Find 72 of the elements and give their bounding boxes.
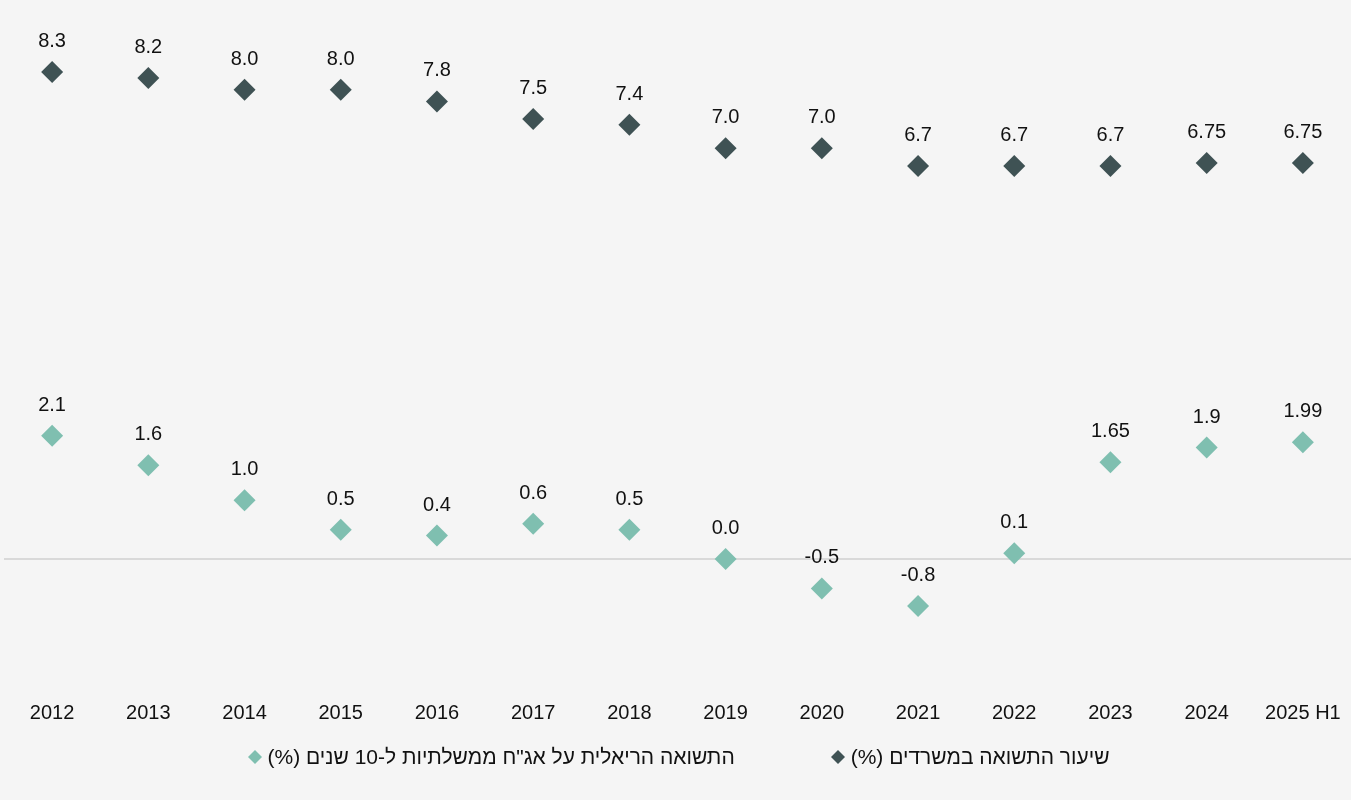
point xyxy=(714,548,737,571)
x-tick-label: 2019 xyxy=(703,701,748,724)
data-label: 0.0 xyxy=(711,516,740,539)
point xyxy=(1291,431,1314,454)
point xyxy=(1003,542,1026,565)
legend-label: התשואה הריאלית על אג"ח ממשלתיות ל-10 שנים (%) xyxy=(267,745,735,769)
data-label: 8.3 xyxy=(38,29,67,52)
point xyxy=(907,594,930,617)
data-label: -0.8 xyxy=(900,562,936,585)
data-label: 7.0 xyxy=(711,105,740,128)
point xyxy=(41,61,64,84)
data-label: 7.5 xyxy=(519,76,548,99)
point xyxy=(907,154,930,177)
x-tick-label: 2021 xyxy=(895,701,941,724)
x-tick-label: 2024 xyxy=(1184,701,1229,724)
data-label: 8.0 xyxy=(230,46,259,69)
data-label: 8.0 xyxy=(326,46,355,69)
point xyxy=(810,137,833,160)
data-label: 7.0 xyxy=(807,105,836,128)
point xyxy=(425,90,448,113)
point xyxy=(1099,154,1122,177)
x-tick-label: 2016 xyxy=(414,701,460,724)
data-label: 2.1 xyxy=(38,392,67,415)
data-label: 0.5 xyxy=(326,486,355,509)
point xyxy=(233,489,256,512)
data-label: 6.75 xyxy=(1283,120,1323,143)
point xyxy=(329,518,352,541)
point xyxy=(137,66,160,89)
point xyxy=(1291,152,1314,175)
data-label: 6.75 xyxy=(1187,120,1227,143)
data-label: 6.7 xyxy=(1000,122,1029,145)
x-tick-label: 2015 xyxy=(318,701,363,724)
data-label: 0.6 xyxy=(519,480,548,503)
x-tick-label: 2013 xyxy=(126,701,171,724)
data-label: 7.4 xyxy=(615,81,644,104)
data-label: 8.2 xyxy=(134,34,163,57)
x-tick-label: 2025 H1 xyxy=(1265,701,1341,724)
x-tick-label: 2020 xyxy=(799,701,845,724)
legend-label: שיעור התשואה במשרדים (%) xyxy=(850,745,1110,769)
data-label: 0.5 xyxy=(615,486,644,509)
point xyxy=(618,113,641,136)
x-tick-label: 2017 xyxy=(510,701,556,724)
point xyxy=(522,108,545,131)
data-label: 7.8 xyxy=(423,58,451,81)
point xyxy=(137,454,160,477)
point xyxy=(714,137,737,160)
data-label: 6.7 xyxy=(1096,122,1125,145)
data-label: 6.7 xyxy=(904,122,932,145)
point xyxy=(233,78,256,101)
point xyxy=(1195,436,1218,459)
x-tick-label: 2023 xyxy=(1088,701,1133,724)
data-label: 0.4 xyxy=(423,492,451,515)
point xyxy=(522,512,545,535)
data-label: -0.5 xyxy=(804,545,840,568)
x-tick-label: 2012 xyxy=(29,701,75,724)
x-tick-label: 2022 xyxy=(992,701,1037,724)
data-label: 1.65 xyxy=(1091,419,1130,442)
data-label: 1.9 xyxy=(1192,404,1221,427)
data-label: 1.0 xyxy=(230,457,259,480)
point xyxy=(1003,154,1026,177)
point xyxy=(1195,152,1218,175)
point xyxy=(810,577,833,600)
x-tick-label: 2018 xyxy=(607,701,652,724)
x-tick-label: 2014 xyxy=(222,701,267,724)
point xyxy=(425,524,448,547)
point xyxy=(41,424,64,447)
point xyxy=(618,518,641,541)
data-label: 0.1 xyxy=(1000,510,1029,533)
point xyxy=(1099,451,1122,474)
point xyxy=(329,78,352,101)
data-label: 1.99 xyxy=(1283,399,1323,422)
data-label: 1.6 xyxy=(134,422,163,445)
